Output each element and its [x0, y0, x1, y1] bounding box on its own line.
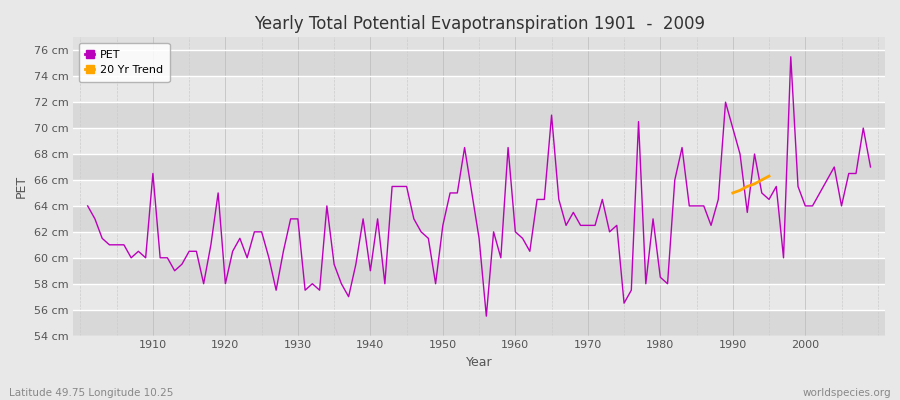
PET	[82, 204, 93, 208]
PET	[510, 230, 521, 234]
Title: Yearly Total Potential Evapotranspiration 1901  -  2009: Yearly Total Potential Evapotranspiratio…	[254, 15, 705, 33]
20 Yr Trend	[734, 188, 745, 193]
PET	[604, 230, 615, 234]
Bar	[73, 154, 885, 180]
Bar	[73, 50, 885, 76]
Bar	[73, 180, 885, 206]
Legend: PET, 20 Yr Trend: PET, 20 Yr Trend	[78, 43, 169, 82]
Bar	[73, 76, 885, 102]
20 Yr Trend	[749, 182, 760, 186]
20 Yr Trend	[727, 190, 738, 195]
PET	[300, 288, 310, 292]
Bar	[73, 206, 885, 232]
20 Yr Trend	[763, 174, 774, 178]
20 Yr Trend	[742, 184, 752, 189]
20 Yr Trend	[756, 178, 767, 182]
PET	[481, 314, 491, 318]
Bar	[73, 232, 885, 258]
PET	[865, 165, 876, 170]
PET	[518, 236, 528, 241]
Bar	[73, 128, 885, 154]
PET	[343, 294, 354, 299]
Y-axis label: PET: PET	[15, 175, 28, 198]
Bar	[73, 310, 885, 336]
Text: Latitude 49.75 Longitude 10.25: Latitude 49.75 Longitude 10.25	[9, 388, 174, 398]
Bar	[73, 258, 885, 284]
Line: 20 Yr Trend: 20 Yr Trend	[733, 176, 769, 193]
X-axis label: Year: Year	[466, 356, 492, 369]
PET	[140, 255, 151, 260]
Text: worldspecies.org: worldspecies.org	[803, 388, 891, 398]
Line: PET: PET	[87, 57, 870, 316]
Bar	[73, 284, 885, 310]
Bar	[73, 102, 885, 128]
PET	[786, 54, 796, 59]
